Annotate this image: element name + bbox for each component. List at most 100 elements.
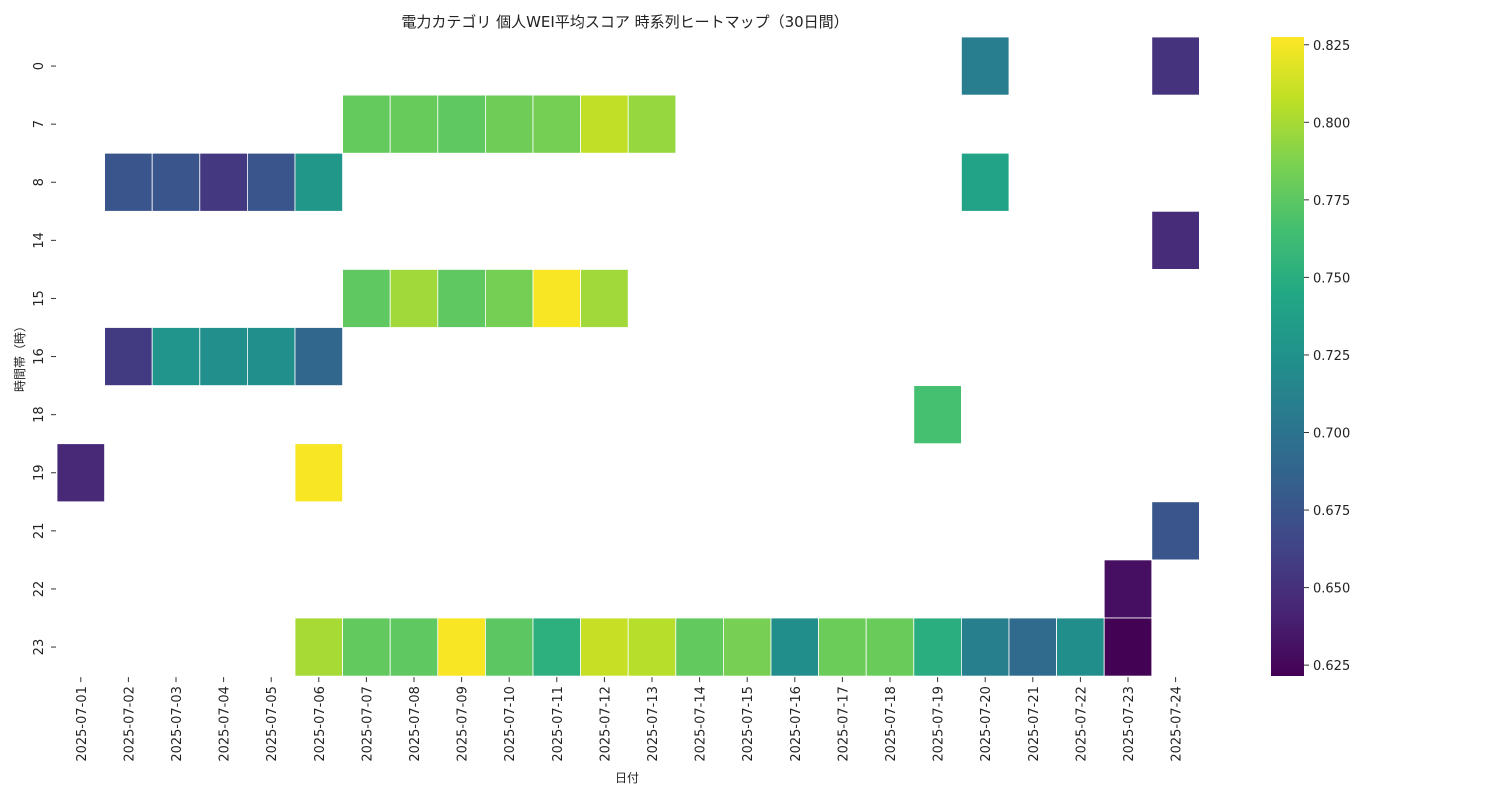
heatmap-cell: [865, 617, 915, 677]
colorbar-ticks: 0.625 0.650 0.675 0.700 0.725 0.750 0.775 0.800…: [1304, 39, 1350, 674]
heatmap-cell: [961, 36, 1010, 96]
heatmap-cell: [1008, 617, 1057, 677]
heatmap-cell: [675, 617, 724, 677]
heatmap-cell: [1151, 36, 1200, 96]
heatmap-cell: [151, 152, 201, 212]
x-tick-label: 2025-07-16: [789, 686, 804, 762]
x-tick-label: 2025-07-13: [646, 686, 661, 762]
colorbar-tick-label: 0.675: [1313, 504, 1350, 519]
heatmap-cell: [580, 94, 629, 154]
heatmap-cell: [532, 268, 581, 328]
x-tick-label: 2025-07-11: [551, 686, 566, 762]
y-tick-label: 23: [32, 639, 47, 656]
heatmap-cell: [723, 617, 772, 677]
heatmap-cell: [342, 268, 391, 328]
heatmap-cell: [437, 617, 486, 677]
heatmap-cell: [818, 617, 867, 677]
y-axis-ticks: 0 7 8 14 15 16 18 19 21 22 23: [32, 62, 56, 655]
colorbar-tick-label: 0.750: [1313, 271, 1350, 286]
x-tick-label: 2025-07-18: [884, 686, 899, 762]
x-tick-label: 2025-07-07: [360, 686, 375, 762]
y-tick-label: 18: [32, 406, 47, 423]
x-tick-label: 2025-07-20: [979, 686, 994, 762]
x-axis-label: 日付: [615, 771, 639, 785]
x-tick-label: 2025-07-02: [122, 686, 137, 762]
x-tick-label: 2025-07-10: [503, 686, 518, 762]
heatmap-cell: [1103, 617, 1153, 677]
x-tick-label: 2025-07-19: [932, 686, 947, 762]
x-tick-label: 2025-07-12: [598, 686, 613, 762]
heatmap-cell: [484, 94, 534, 154]
heatmap-cell: [294, 443, 343, 503]
x-tick-label: 2025-07-24: [1170, 686, 1185, 762]
y-tick-label: 21: [32, 523, 47, 540]
heatmap-cell: [294, 152, 343, 212]
x-axis-ticks: 2025-07-01 2025-07-02 2025-07-03 2025-07-04…: [75, 677, 1185, 762]
heatmap-cell: [913, 617, 962, 677]
heatmap-cell: [627, 94, 677, 154]
colorbar: [1271, 37, 1304, 676]
heatmap-cell: [199, 327, 248, 386]
heatmap-cell: [389, 617, 439, 677]
colorbar-tick-label: 0.825: [1313, 39, 1350, 54]
heatmap-cell: [532, 617, 581, 677]
colorbar-tick-label: 0.725: [1313, 349, 1350, 364]
x-tick-label: 2025-07-03: [170, 686, 185, 762]
x-tick-label: 2025-07-08: [408, 686, 423, 762]
heatmap-cell: [342, 94, 391, 154]
y-tick-label: 0: [32, 62, 47, 70]
y-tick-label: 8: [32, 178, 47, 186]
y-tick-label: 14: [32, 232, 47, 249]
heatmap-cell: [913, 385, 962, 445]
heatmap-cell: [294, 327, 343, 386]
y-tick-label: 19: [32, 464, 47, 481]
heatmap-cell: [151, 327, 201, 386]
heatmap-cell: [437, 268, 486, 328]
heatmap-cell: [532, 94, 581, 154]
heatmap-cell: [484, 617, 534, 677]
x-tick-label: 2025-07-22: [1074, 686, 1089, 762]
chart-title: 電力カテゴリ 個人WEI平均スコア 時系列ヒートマップ（30日間）: [401, 13, 848, 31]
heatmap-cell: [580, 617, 629, 677]
colorbar-tick-label: 0.800: [1313, 116, 1350, 131]
heatmap-cell: [199, 152, 248, 212]
x-tick-label: 2025-07-21: [1027, 686, 1042, 762]
x-tick-label: 2025-07-06: [313, 686, 328, 762]
heatmap-cell: [1056, 617, 1105, 677]
heatmap-cell: [389, 268, 439, 328]
colorbar-tick-label: 0.700: [1313, 426, 1350, 441]
heatmap-cells: [56, 36, 1200, 677]
y-tick-label: 15: [32, 290, 47, 307]
y-tick-label: 7: [32, 120, 47, 128]
heatmap-cell: [246, 152, 296, 212]
x-tick-label: 2025-07-05: [265, 686, 280, 762]
colorbar-tick-label: 0.625: [1313, 659, 1350, 674]
x-tick-label: 2025-07-04: [218, 686, 233, 762]
x-tick-label: 2025-07-15: [741, 686, 756, 762]
heatmap-cell: [104, 152, 153, 212]
heatmap-cell: [580, 268, 629, 328]
heatmap-cell: [342, 617, 391, 677]
y-tick-label: 22: [32, 581, 47, 598]
x-tick-label: 2025-07-23: [1122, 686, 1137, 762]
y-tick-label: 16: [32, 348, 47, 365]
heatmap-cell: [294, 617, 343, 677]
heatmap-cell: [627, 617, 677, 677]
heatmap-cell: [1103, 559, 1153, 619]
heatmap-cell: [770, 617, 819, 677]
x-tick-label: 2025-07-01: [75, 686, 90, 762]
heatmap-cell: [389, 94, 439, 154]
heatmap-cell: [484, 268, 534, 328]
heatmap-cell: [1151, 210, 1200, 270]
heatmap-cell: [246, 327, 296, 386]
heatmap-cell: [104, 327, 153, 386]
x-tick-label: 2025-07-17: [836, 686, 851, 762]
heatmap-cell: [437, 94, 486, 154]
heatmap-cell: [56, 443, 105, 503]
x-tick-label: 2025-07-09: [456, 686, 471, 762]
y-axis-label: 時間帯（時）: [13, 320, 27, 392]
colorbar-tick-label: 0.775: [1313, 194, 1350, 209]
x-tick-label: 2025-07-14: [694, 686, 709, 762]
